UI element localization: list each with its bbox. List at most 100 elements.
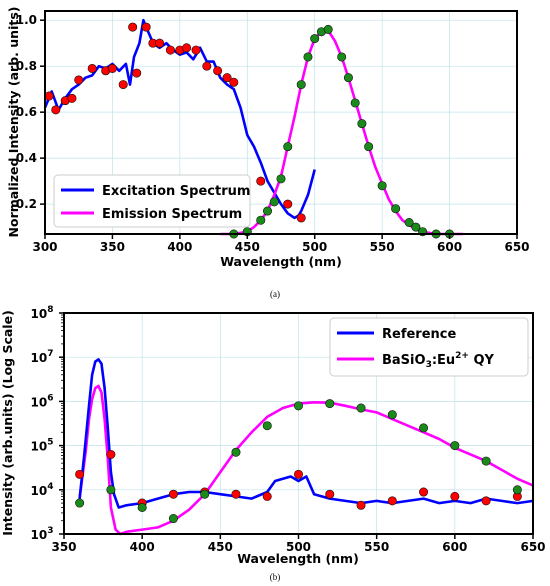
panel-b-xtick-label: 650	[520, 540, 545, 554]
panel-a-marker-0	[51, 105, 61, 115]
panel-b-marker-1	[512, 485, 522, 495]
panel-a-marker-1	[350, 98, 360, 108]
panel-b-marker-1	[325, 399, 335, 409]
panel-b-marker-0	[231, 489, 241, 499]
panel-a-marker-0	[213, 66, 223, 76]
panel-a-marker-0	[296, 213, 306, 223]
panel-b-ytick-label: 103	[31, 526, 54, 542]
panel-a-marker-1	[337, 52, 347, 62]
panel-a-marker-1	[404, 218, 414, 228]
panel-a-marker-1	[310, 34, 320, 44]
panel-a-chart: 300 350 400 450 500 550 600 6500.20.40.60.81.0 …	[6, 7, 530, 299]
panel-a-marker-1	[391, 204, 401, 214]
panel-b-caption: (b)	[270, 572, 281, 582]
panel-a-marker-0	[283, 199, 293, 209]
legend-label-emission: Emission Spectrum	[102, 207, 242, 222]
panel-b-xlabel: Wavelength (nm)	[237, 551, 359, 566]
panel-a-frame	[44, 10, 518, 235]
panel-b-marker-1	[356, 403, 366, 413]
panel-a-marker-0	[67, 93, 77, 103]
panel-b-ytick-label: 104	[31, 482, 54, 498]
panel-b-xtick-label: 450	[208, 540, 233, 554]
panel-b-marker-1	[419, 423, 429, 433]
panel-a-ytick-label: 0.6	[16, 105, 37, 119]
panel-a-xtick-label: 500	[302, 240, 327, 254]
panel-a-marker-0	[191, 45, 201, 55]
panel-a-marker-1	[343, 73, 353, 83]
panel-b-marker-0	[387, 496, 397, 506]
panel-b-series	[78, 358, 534, 536]
panel-b-marker-0	[106, 449, 116, 459]
panel-b-marker-1	[75, 498, 85, 508]
panel-a-marker-0	[132, 68, 142, 78]
panel-a-legend: Excitation Spectrum Emission Spectrum	[53, 174, 251, 228]
panel-b-legend: Reference BaSiO3:Eu2+ QY	[329, 317, 529, 377]
panel-b-marker-1	[293, 401, 303, 411]
panel-b-marker-0	[293, 469, 303, 479]
panel-a-ticks: 300 350 400 450 500 550 600 650 0.2 0.4 0.6 0.8 1.0	[16, 13, 530, 254]
panel-b-ytick-label: 107	[31, 349, 54, 365]
panel-a-marker-0	[44, 91, 54, 101]
panel-b-marker-0	[168, 489, 178, 499]
panel-a-ytick-label: 0.8	[16, 59, 37, 73]
panel-a-marker-0	[155, 38, 165, 48]
panel-b-ylabel: Intensity (arb.units) (Log Scale)	[0, 310, 15, 536]
panel-b-marker-0	[450, 491, 460, 501]
panel-b-markers	[75, 399, 522, 524]
panel-a-marker-0	[202, 61, 212, 71]
panel-a-marker-1	[411, 222, 421, 232]
panel-b-ticks: 350 400 450 500 550 600 650 103 104 105 106 107 108	[31, 305, 546, 554]
panel-b-marker-0	[262, 491, 272, 501]
panel-a-marker-0	[229, 77, 239, 87]
panel-a-marker-0	[118, 80, 128, 90]
panel-b-marker-1	[168, 514, 178, 524]
panel-b-xtick-label: 550	[364, 540, 389, 554]
panel-a-marker-0	[128, 22, 138, 32]
panel-a-marker-0	[222, 73, 232, 83]
panel-a-marker-0	[256, 176, 266, 186]
panel-a-xlabel: Wavelength (nm)	[220, 254, 342, 269]
panel-a-marker-1	[269, 197, 279, 207]
panel-a-xtick-label: 550	[370, 240, 395, 254]
panel-b-ytick-label: 105	[31, 438, 54, 454]
panel-a-ylabel: Normalized Intensity (arb. units)	[6, 7, 21, 238]
panel-a-marker-1	[263, 206, 273, 216]
panel-a-marker-1	[357, 119, 367, 129]
panel-a-markers	[44, 22, 455, 239]
panel-b-marker-0	[356, 500, 366, 510]
panel-b-marker-0	[75, 469, 85, 479]
panel-a-marker-1	[377, 181, 387, 191]
panel-a-legend-box	[53, 174, 251, 228]
panel-b-marker-0	[481, 496, 491, 506]
panel-a-xtick-label: 350	[100, 240, 125, 254]
panel-b-marker-1	[200, 489, 210, 499]
panel-b-ytick-label: 108	[31, 305, 54, 321]
panel-b-marker-1	[481, 456, 491, 466]
panel-a-marker-1	[276, 174, 286, 184]
panel-b-xtick-label: 600	[442, 540, 467, 554]
panel-b-xtick-label: 350	[51, 540, 76, 554]
panel-a-xtick-label: 300	[32, 240, 57, 254]
panel-a-marker-1	[256, 215, 266, 225]
panel-a-marker-0	[74, 75, 84, 85]
panel-b-marker-1	[137, 502, 147, 512]
panel-a-marker-0	[87, 63, 97, 73]
panel-b-chart: 350 400 450 500 550 600 650103104105106107108 …	[0, 305, 546, 582]
panel-a-xtick-label: 450	[235, 240, 260, 254]
panel-a-ytick-label: 0.4	[16, 151, 37, 165]
panel-a-marker-1	[323, 24, 333, 34]
panel-b-marker-1	[262, 421, 272, 431]
panel-b-marker-0	[325, 489, 335, 499]
panel-b-ytick-label: 106	[31, 393, 54, 409]
panel-a-marker-0	[182, 43, 192, 53]
panel-b-marker-0	[419, 487, 429, 497]
panel-b-series-line-1	[78, 384, 534, 536]
panel-a-xtick-label: 600	[437, 240, 462, 254]
legend-label-excitation: Excitation Spectrum	[102, 184, 250, 199]
panel-b-legend-box	[329, 317, 529, 377]
panel-b-xtick-label: 500	[286, 540, 311, 554]
panel-a-xtick-label: 650	[504, 240, 529, 254]
panel-a-ytick-label: 0.2	[16, 197, 37, 211]
panel-a-ytick-label: 1.0	[16, 13, 37, 27]
legend-label-reference: Reference	[382, 327, 456, 342]
